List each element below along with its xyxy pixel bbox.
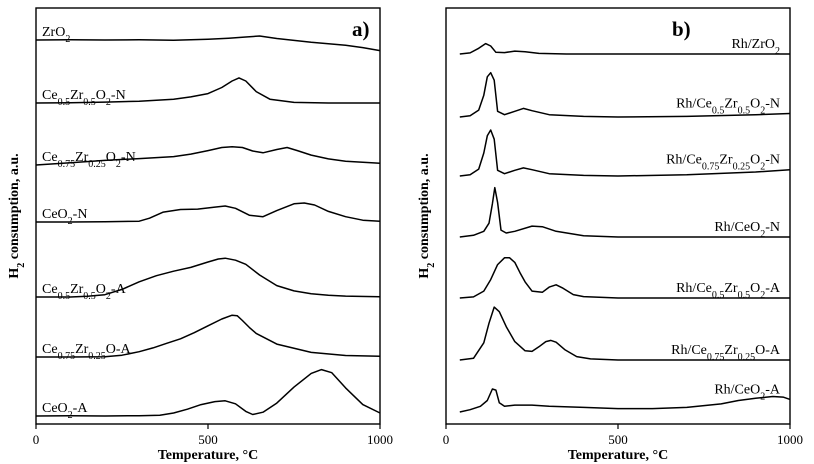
x-axis-title: Temperature, °C xyxy=(158,448,258,463)
x-tick-label: 0 xyxy=(33,432,40,447)
series-line xyxy=(36,257,381,298)
x-tick-label: 1000 xyxy=(777,432,803,447)
series-line xyxy=(35,146,381,166)
x-tick-label: 500 xyxy=(608,432,628,447)
series-label: CeO2-A xyxy=(42,401,88,421)
series-line xyxy=(36,314,381,358)
y-axis-title: H2 consumption, a.u. xyxy=(7,153,27,278)
panel-b: 0 500 1000 Temperature, °C H2 consumption, a… xyxy=(417,7,803,463)
series-line xyxy=(459,306,790,361)
y-axis-title: H2 consumption, a.u. xyxy=(417,153,437,278)
series-line xyxy=(459,42,790,55)
series-label: Rh/Ce0.5Zr0.5O2-N xyxy=(676,97,780,117)
series-label: Rh/CeO2-A xyxy=(714,382,781,402)
series-label: Ce0.75Zr0.25O-A xyxy=(42,342,132,362)
series-line xyxy=(35,35,381,52)
series-line xyxy=(35,368,381,417)
panel-label: b) xyxy=(672,17,691,41)
series-line xyxy=(459,388,791,413)
series-line xyxy=(459,186,790,238)
x-tick-label: 500 xyxy=(198,432,218,447)
panel-a: 0 500 1000 Temperature, °C H2 consumption, a… xyxy=(7,7,393,463)
x-tick-label: 0 xyxy=(443,432,450,447)
series-line xyxy=(36,202,381,223)
series-line xyxy=(459,257,790,299)
series-label: Rh/ZrO2 xyxy=(731,37,780,57)
series-label: Ce0.5Zr0.5O2-A xyxy=(42,282,127,302)
series-label: Rh/Ce0.5Zr0.5O2-A xyxy=(676,281,781,301)
series-label: Ce0.75Zr0.25O2-N xyxy=(42,150,136,170)
plot-frame xyxy=(35,7,381,425)
series-label: Ce0.5Zr0.5O2-N xyxy=(42,88,126,108)
series-label: Rh/Ce0.75Zr0.25O2-N xyxy=(666,153,780,173)
series-label: CeO2-N xyxy=(42,207,87,227)
series-label: Rh/Ce0.75Zr0.25O-A xyxy=(671,343,781,363)
x-axis-title: Temperature, °C xyxy=(568,448,668,463)
series-line xyxy=(459,129,791,177)
series-label: Rh/CeO2-N xyxy=(714,220,780,240)
panel-label: a) xyxy=(352,17,370,41)
series-label: ZrO2 xyxy=(42,25,70,45)
series-line xyxy=(459,71,791,118)
x-tick-label: 1000 xyxy=(367,432,393,447)
series-line xyxy=(35,77,380,104)
